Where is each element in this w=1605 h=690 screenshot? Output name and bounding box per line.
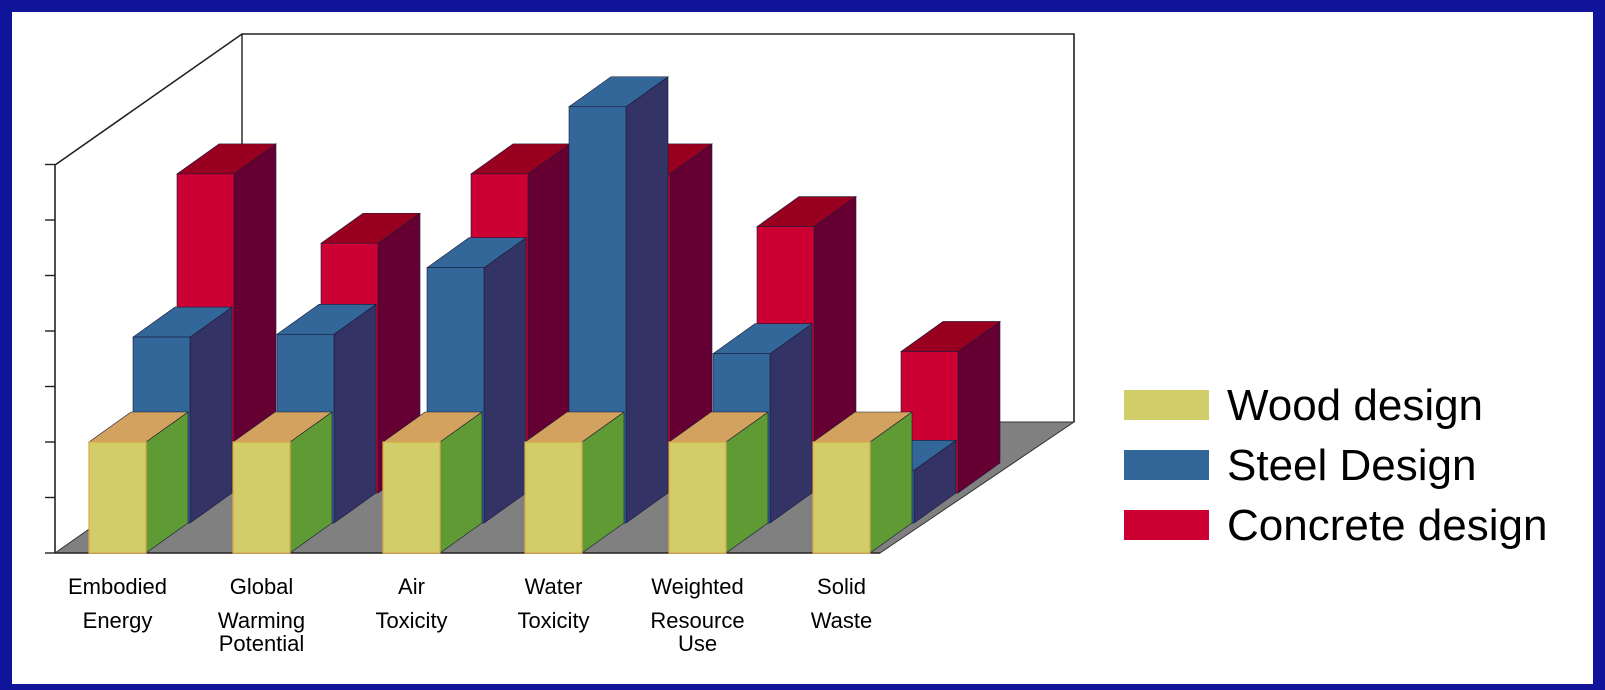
legend-label: Steel Design bbox=[1227, 441, 1476, 490]
category-label: Solid Waste bbox=[811, 574, 873, 633]
category-label: Air Toxicity bbox=[375, 574, 447, 633]
bar-chart-3d: Embodied Energy Global Warming Potential Air T… bbox=[45, 33, 1547, 656]
wood-bar bbox=[232, 441, 291, 554]
legend-swatch bbox=[1124, 510, 1209, 540]
legend-label: Wood design bbox=[1227, 381, 1483, 430]
category-label: Embodied Energy bbox=[68, 574, 167, 633]
steel-bar-side bbox=[483, 237, 527, 524]
steel-bar-side bbox=[625, 76, 669, 524]
wood-bar bbox=[668, 441, 727, 554]
wood-bar bbox=[382, 441, 441, 554]
category-label: Water Toxicity bbox=[517, 574, 589, 633]
category-label: Global Warming Potential bbox=[218, 574, 305, 656]
steel-bar-side bbox=[769, 323, 813, 524]
steel-bar-side bbox=[189, 306, 233, 524]
legend-swatch bbox=[1124, 450, 1209, 480]
wood-bar bbox=[88, 441, 147, 554]
wood-bar bbox=[524, 441, 583, 554]
legend-swatch bbox=[1124, 390, 1209, 420]
steel-bar-side bbox=[333, 303, 377, 524]
wood-bar bbox=[812, 441, 871, 554]
chart-panel: Embodied Energy Global Warming Potential Air T… bbox=[12, 12, 1593, 684]
category-label: Weighted Resource Use bbox=[650, 574, 744, 656]
legend-label: Concrete design bbox=[1227, 501, 1547, 550]
